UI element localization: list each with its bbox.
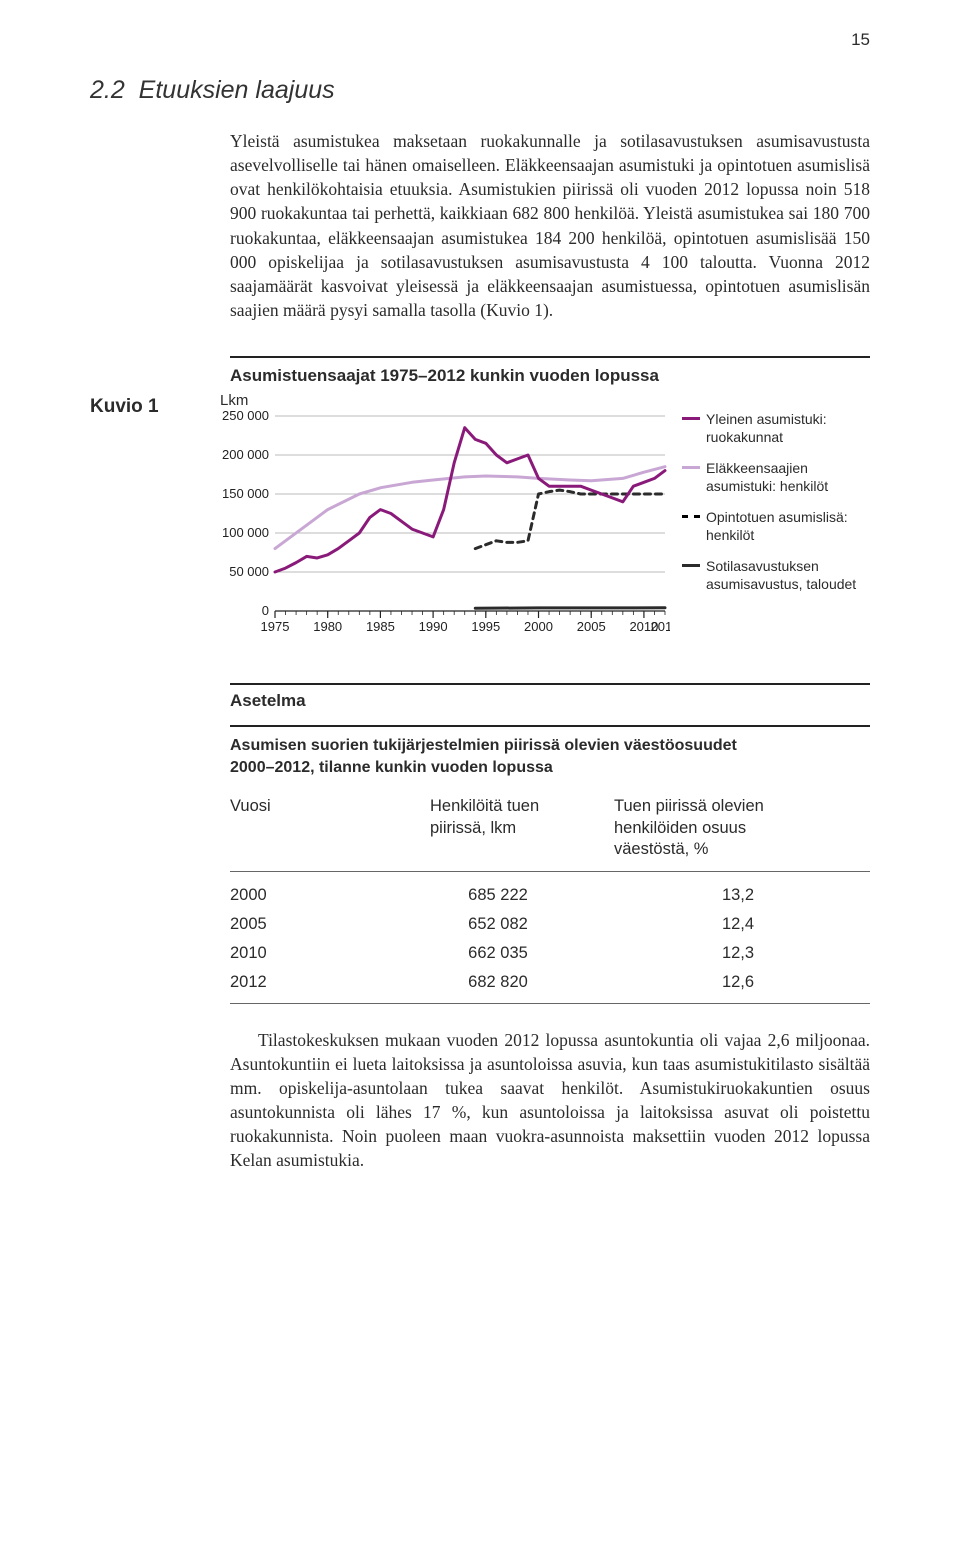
- table-body: 2000685 22213,22005652 08212,42010662 03…: [230, 871, 870, 997]
- svg-text:2005: 2005: [577, 619, 606, 634]
- table-title-line: Asumisen suorien tukijärjestelmien piiri…: [230, 737, 737, 754]
- table-row: 2010662 03512,3: [230, 939, 870, 968]
- y-axis-label: Lkm: [220, 392, 870, 409]
- svg-text:2000: 2000: [524, 619, 553, 634]
- legend-text: Opintotuen asumislisä:: [706, 509, 848, 525]
- legend-text: Yleinen asumistuki:: [706, 411, 827, 427]
- table-cell: 2000: [230, 871, 390, 910]
- col-vuosi: Vuosi: [230, 790, 390, 871]
- legend-item-sotilas: Sotilasavustuksen asumisavustus, taloudet: [682, 558, 870, 593]
- chart-svg: 250 000 200 000 150 000 100 000 50 000 01975 1…: [220, 411, 670, 641]
- col-osuus: Tuen piirissä olevienhenkilöiden osuusvä…: [614, 790, 870, 871]
- legend-swatch: [682, 515, 700, 518]
- legend-item-opinto: Opintotuen asumislisä: henkilöt: [682, 509, 870, 544]
- col-label: Vuosi: [230, 797, 271, 815]
- col-henkiloita: Henkilöitä tuenpiirissä, lkm: [390, 790, 614, 871]
- svg-text:1975: 1975: [261, 619, 290, 634]
- table-header-row: Vuosi Henkilöitä tuenpiirissä, lkm Tuen …: [230, 790, 870, 871]
- table-cell: 682 820: [390, 968, 614, 997]
- table-title: Asumisen suorien tukijärjestelmien piiri…: [230, 725, 870, 778]
- table-cell: 12,3: [614, 939, 870, 968]
- section-heading: 2.2 Etuuksien laajuus: [90, 76, 870, 105]
- legend-text: Eläkkeensaajien: [706, 460, 808, 476]
- legend-text: asumistuki: henkilöt: [706, 478, 828, 494]
- svg-text:200 000: 200 000: [222, 447, 269, 462]
- page: 15 2.2 Etuuksien laajuus Yleistä asumist…: [0, 0, 960, 1232]
- chart-grid: 250 000 200 000 150 000 100 000 50 000 01975 1…: [220, 411, 870, 641]
- section-number: 2.2: [90, 76, 125, 104]
- table-cell: 685 222: [390, 871, 614, 910]
- legend-text: henkilöt: [706, 527, 754, 543]
- page-number: 15: [851, 30, 870, 50]
- svg-text:1985: 1985: [366, 619, 395, 634]
- svg-text:50 000: 50 000: [229, 564, 269, 579]
- table-row: 2005652 08212,4: [230, 910, 870, 939]
- legend-item-elake: Eläkkeensaajien asumistuki: henkilöt: [682, 460, 870, 495]
- chart: Lkm 250 000200 000150 000100 00050 00001…: [220, 392, 870, 641]
- table-cell: 2012: [230, 968, 390, 997]
- legend-swatch: [682, 417, 700, 420]
- trailing-paragraph: Tilastokeskuksen mukaan vuoden 2012 lopu…: [230, 1028, 870, 1173]
- data-table: Vuosi Henkilöitä tuenpiirissä, lkm Tuen …: [230, 790, 870, 996]
- table-bottom-rule: [230, 1003, 870, 1004]
- table-cell: 652 082: [390, 910, 614, 939]
- table-cell: 12,4: [614, 910, 870, 939]
- table-cell: 13,2: [614, 871, 870, 910]
- legend-item-yleinen: Yleinen asumistuki: ruokakunnat: [682, 411, 870, 446]
- section-title: Etuuksien laajuus: [139, 76, 335, 104]
- svg-text:2012: 2012: [651, 619, 670, 634]
- table-cell: 2010: [230, 939, 390, 968]
- svg-text:1995: 1995: [471, 619, 500, 634]
- table-title-line: 2000–2012, tilanne kunkin vuoden lopussa: [230, 759, 553, 776]
- body-paragraph: Yleistä asumistukea maksetaan ruokakunna…: [230, 129, 870, 322]
- svg-text:150 000: 150 000: [222, 486, 269, 501]
- figure-row: Kuvio 1 Lkm 250 000 200 000 150 000 100 000…: [90, 392, 870, 641]
- legend-text: Sotilasavustuksen: [706, 558, 819, 574]
- table-cell: 662 035: [390, 939, 614, 968]
- svg-text:250 000: 250 000: [222, 411, 269, 423]
- legend-swatch: [682, 564, 700, 567]
- figure-label: Kuvio 1: [90, 392, 220, 418]
- svg-text:1990: 1990: [419, 619, 448, 634]
- legend-swatch: [682, 466, 700, 469]
- legend-text: asumisavustus, taloudet: [706, 576, 856, 592]
- legend-text: ruokakunnat: [706, 429, 783, 445]
- legend: Yleinen asumistuki: ruokakunnat Eläkkeens…: [670, 411, 870, 641]
- asetelma-heading: Asetelma: [230, 683, 870, 711]
- table-cell: 12,6: [614, 968, 870, 997]
- svg-text:0: 0: [262, 603, 269, 618]
- table-cell: 2005: [230, 910, 390, 939]
- table-row: 2012682 82012,6: [230, 968, 870, 997]
- svg-text:1980: 1980: [313, 619, 342, 634]
- svg-text:100 000: 100 000: [222, 525, 269, 540]
- figure-caption: Asumistuensaajat 1975–2012 kunkin vuoden…: [230, 356, 870, 386]
- table-row: 2000685 22213,2: [230, 871, 870, 910]
